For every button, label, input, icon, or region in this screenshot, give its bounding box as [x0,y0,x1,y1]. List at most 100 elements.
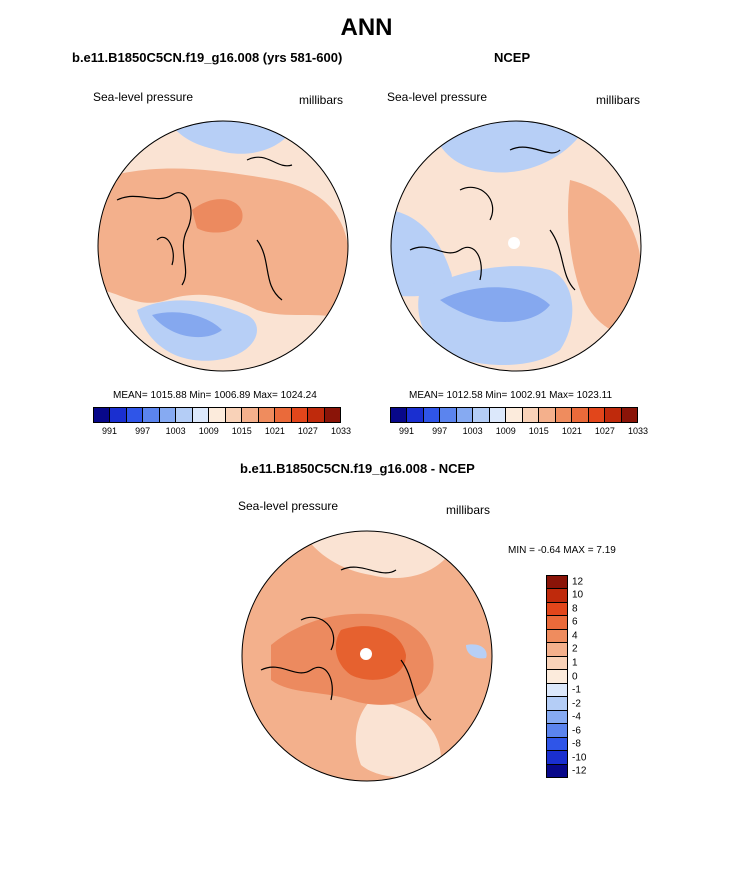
colorbar-swatch [621,408,638,422]
colorbar-swatch [547,576,567,590]
diff-polar-map [241,530,493,782]
colorbar-swatch [192,408,210,422]
colorbar-tick-label: 1033 [330,426,352,436]
colorbar-tick-label: 10 [572,589,584,601]
obs-polar-map [390,120,642,372]
colorbar-swatch [539,408,556,422]
colorbar-tick-label: -2 [572,698,581,710]
diff-coastline [260,566,432,721]
colorbar-tick-label: 0 [572,671,578,682]
colorbar-swatch [506,408,523,422]
colorbar-swatch [242,408,259,422]
model-variable-label: Sea-level pressure [93,90,194,104]
obs-cool-top [430,121,590,173]
colorbar-swatch [547,737,567,752]
colorbar-tick-label: 1027 [297,426,318,436]
colorbar-swatch [588,408,606,422]
colorbar-swatch [547,629,567,644]
model-panel-title: b.e11.B1850C5CN.f19_g16.008 (yrs 581-600… [72,50,343,65]
colorbar-swatch [547,643,567,657]
colorbar-tick-label: 12 [572,576,584,588]
colorbar-swatch [547,710,567,725]
colorbar-swatch [275,408,292,422]
model-colorbar-ticks: 991 997 1003 1009 1015 1021 1027 1033 [93,426,351,438]
model-warm-region [98,168,348,320]
obs-units-label: millibars [596,93,641,107]
obs-variable-label: Sea-level pressure [387,90,488,104]
model-high-core [192,199,243,233]
diff-weak-bottom [355,700,441,778]
obs-pole-marker [508,237,520,249]
colorbar-swatch [126,408,144,422]
diff-panel-title: b.e11.B1850C5CN.f19_g16.008 - NCEP [240,461,475,476]
obs-low-core [440,287,550,323]
colorbar-swatch [407,408,424,422]
colorbar-tick-label: 1015 [231,426,252,436]
colorbar-tick-label: 991 [102,426,118,436]
colorbar-tick-label: -10 [572,752,587,764]
colorbar-swatch [605,408,622,422]
colorbar-swatch [555,408,573,422]
colorbar-tick-label: 1003 [165,426,186,436]
colorbar-swatch [547,589,567,603]
diff-units-label: millibars [446,503,491,517]
colorbar-tick-label: 2 [572,643,578,655]
obs-colorbar-ticks: 991 997 1003 1009 1015 1021 1027 1033 [390,426,648,438]
colorbar-swatch [547,602,567,617]
diff-stats: MIN = -0.64 MAX = 7.19 [508,545,616,556]
colorbar-tick-label: 1009 [198,426,219,436]
obs-coastline [409,146,576,291]
colorbar-swatch [159,408,177,422]
colorbar-swatch [473,408,490,422]
obs-cool-left [391,210,452,297]
colorbar-swatch [547,724,567,738]
model-colorbar [93,407,341,423]
model-stats: MEAN= 1015.88 Min= 1006.89 Max= 1024.24 [113,390,317,401]
colorbar-swatch [225,408,243,422]
colorbar-swatch [176,408,193,422]
colorbar-tick-label: 1003 [462,426,483,436]
colorbar-tick-label: 4 [572,630,578,642]
diff-colorbar [546,575,568,778]
colorbar-swatch [209,408,226,422]
colorbar-tick-label: 1 [572,657,578,669]
colorbar-swatch [423,408,441,422]
diff-negative-spot [466,644,487,659]
colorbar-swatch [489,408,507,422]
colorbar-tick-label: -6 [572,725,581,737]
model-units-label: millibars [299,93,344,107]
model-coastline [116,156,293,301]
colorbar-tick-label: 1015 [528,426,549,436]
obs-panel-title: NCEP [494,50,531,65]
colorbar-tick-label: -4 [572,711,581,723]
colorbar-tick-label: -8 [572,738,581,750]
colorbar-swatch [547,670,567,684]
colorbar-tick-label: -12 [572,765,587,777]
colorbar-swatch [547,764,567,778]
colorbar-swatch [547,683,567,698]
colorbar-swatch [547,751,567,765]
colorbar-tick-label: 997 [432,426,448,436]
colorbar-swatch [547,616,567,630]
colorbar-tick-label: -1 [572,684,581,696]
colorbar-tick-label: 1009 [495,426,516,436]
colorbar-swatch [547,656,567,671]
model-low-core [152,312,222,338]
obs-warm-region [568,180,641,340]
colorbar-swatch [391,408,408,422]
colorbar-tick-label: 1021 [264,426,285,436]
colorbar-tick-label: 1027 [594,426,615,436]
model-polar-map [97,120,349,372]
colorbar-swatch [547,697,567,711]
diff-variable-label: Sea-level pressure [238,499,339,513]
colorbar-swatch [94,408,111,422]
colorbar-swatch [572,408,589,422]
obs-stats: MEAN= 1012.58 Min= 1002.91 Max= 1023.11 [409,390,613,401]
colorbar-tick-label: 1021 [561,426,582,436]
colorbar-tick-label: 8 [572,603,578,615]
colorbar-swatch [143,408,160,422]
colorbar-tick-label: 997 [135,426,151,436]
colorbar-swatch [324,408,341,422]
colorbar-swatch [522,408,540,422]
diff-pole-marker [360,648,372,660]
